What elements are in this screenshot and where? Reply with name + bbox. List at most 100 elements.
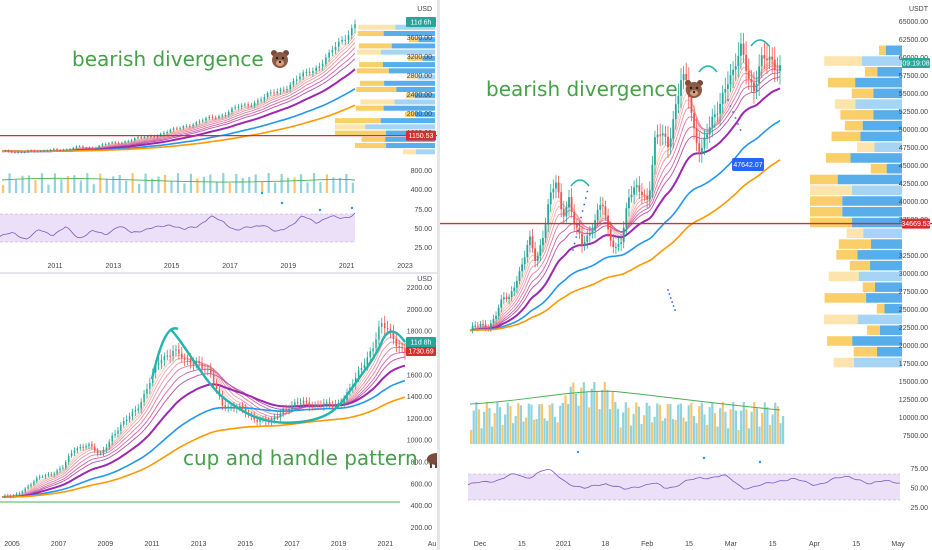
chart-top-left[interactable]: 3600.003200.002800.002400.002000.001600.…	[0, 0, 437, 272]
r-level-tag-bg	[902, 218, 930, 229]
tl-candle-body	[153, 136, 156, 138]
tl-candle-body	[344, 39, 347, 41]
r-trend-dot	[581, 210, 584, 212]
r-candle-body	[557, 182, 560, 193]
bl-y-tick-label: 800.00	[411, 460, 433, 467]
tl-volume-bar	[73, 175, 76, 193]
r-candle-body	[518, 271, 521, 281]
bl-candle-body	[369, 351, 371, 358]
tl-candle-body	[276, 91, 279, 93]
tl-x-tick-label: 2011	[47, 263, 62, 270]
r-volume-bar	[666, 403, 669, 444]
r-candle-body	[716, 113, 719, 115]
tl-rsi-band	[0, 214, 355, 242]
tl-y-tick-label: 2800.00	[407, 73, 432, 80]
tl-vp-bar-blue	[396, 87, 435, 93]
r-vp-bar-yellow	[864, 67, 878, 77]
r-volume-bar	[614, 402, 617, 444]
tl-volume-bar	[8, 173, 11, 193]
r-y-tick-label: 50000.00	[899, 127, 928, 134]
tl-candle-body	[299, 76, 301, 80]
r-vp-bar-yellow	[851, 88, 874, 99]
r-vp-bar-yellow	[810, 207, 843, 217]
bl-candle-body	[91, 444, 93, 447]
bl-candle-body	[111, 435, 113, 442]
r-vp-bar-blue	[877, 67, 902, 77]
r-volume-bar	[485, 402, 488, 444]
r-x-tick-label: May	[891, 541, 905, 548]
tl-candle-body	[91, 147, 94, 149]
bl-candle-body	[38, 476, 41, 478]
bl-candle-body	[386, 328, 389, 330]
r-y-tick-label: 65000.00	[899, 19, 928, 26]
r-volume-bar	[611, 391, 614, 444]
tl-vp-bar-yellow	[359, 62, 383, 68]
r-y-tick-label: 22500.00	[899, 325, 928, 332]
r-volume-bar	[755, 408, 758, 444]
r-rsi-dot	[702, 456, 706, 460]
r-volume-bar	[635, 402, 638, 444]
divider-horizontal	[0, 272, 437, 274]
r-y-tick-label: 52500.00	[899, 109, 928, 116]
tl-candle-body	[46, 150, 49, 152]
bear-icon	[684, 79, 704, 99]
r-candle-body	[672, 119, 675, 139]
r-candle-body	[742, 43, 745, 55]
bl-candle-body	[175, 349, 177, 351]
r-y-tick-label: 10000.00	[899, 415, 928, 422]
bl-candle-body	[192, 363, 195, 365]
r-volume-bar	[619, 427, 622, 444]
r-candle-body	[750, 78, 753, 83]
bl-candle-body	[375, 339, 377, 349]
r-vp-bar-blue	[885, 45, 902, 56]
bl-candle-body	[378, 326, 380, 340]
r-volume-bar	[590, 388, 593, 444]
bl-candle-body	[372, 348, 374, 352]
tl-candle-body	[266, 93, 269, 97]
r-y-tick-label: 40000.00	[899, 199, 928, 206]
tl-candle-body	[221, 115, 224, 117]
r-volume-bar	[695, 423, 698, 444]
r-vp-bar-yellow	[810, 196, 843, 206]
tl-volume-ma	[1, 177, 356, 183]
tl-rsi-y-tick-label: 75.00	[414, 207, 432, 214]
r-price-tag-bg	[902, 58, 930, 68]
tl-vp-bar-blue	[394, 99, 435, 105]
tl-candle-body	[4, 150, 7, 152]
tl-price-tag: 11d 6h	[411, 20, 432, 27]
bl-candle-body	[331, 405, 334, 408]
bl-x-tick-label: 2007	[51, 541, 67, 548]
r-x-tick-label: Dec	[474, 541, 487, 548]
r-volume-bar	[616, 408, 620, 444]
r-trend-dot	[576, 229, 579, 232]
bl-candle-body	[30, 484, 32, 487]
bl-candle-body	[227, 406, 229, 409]
chart-bottom-left[interactable]: 2200.00 2000.00 1800.00 1600.00 1400.00 1200.…	[0, 274, 437, 550]
chart-right[interactable]: 47642.0765000.0062500.0060000.0057500.00…	[440, 0, 932, 550]
r-rsi-band	[468, 474, 900, 500]
bl-candle-body	[125, 419, 128, 422]
bl-y-tick-label: 200.00	[411, 525, 433, 532]
tl-candle-body	[218, 116, 220, 118]
bl-candle-body	[67, 455, 70, 462]
tl-candle-body	[111, 142, 113, 144]
r-candle-body	[534, 248, 537, 261]
r-x-tick-label: 2021	[556, 541, 572, 548]
r-volume-bar	[637, 406, 640, 444]
r-candle-body	[575, 223, 578, 228]
tl-volume-bar	[202, 176, 205, 193]
tl-candle-body	[65, 149, 68, 151]
r-volume-bar	[498, 407, 502, 444]
tl-candle-body	[146, 136, 149, 138]
r-volume-bar	[601, 389, 604, 444]
tl-candle-body	[33, 150, 36, 152]
bl-candle-body	[128, 416, 131, 420]
bl-y-tick-label: 1000.00	[407, 438, 432, 445]
tl-candle-body	[234, 107, 236, 109]
r-ma-purple	[469, 87, 781, 332]
r-rsi-y-tick-label: 25.00	[910, 505, 928, 512]
bl-candle-body	[325, 402, 328, 404]
bl-candle-body	[320, 405, 322, 407]
tl-candle-body	[117, 142, 120, 144]
tl-vp-bar-yellow	[355, 143, 387, 149]
